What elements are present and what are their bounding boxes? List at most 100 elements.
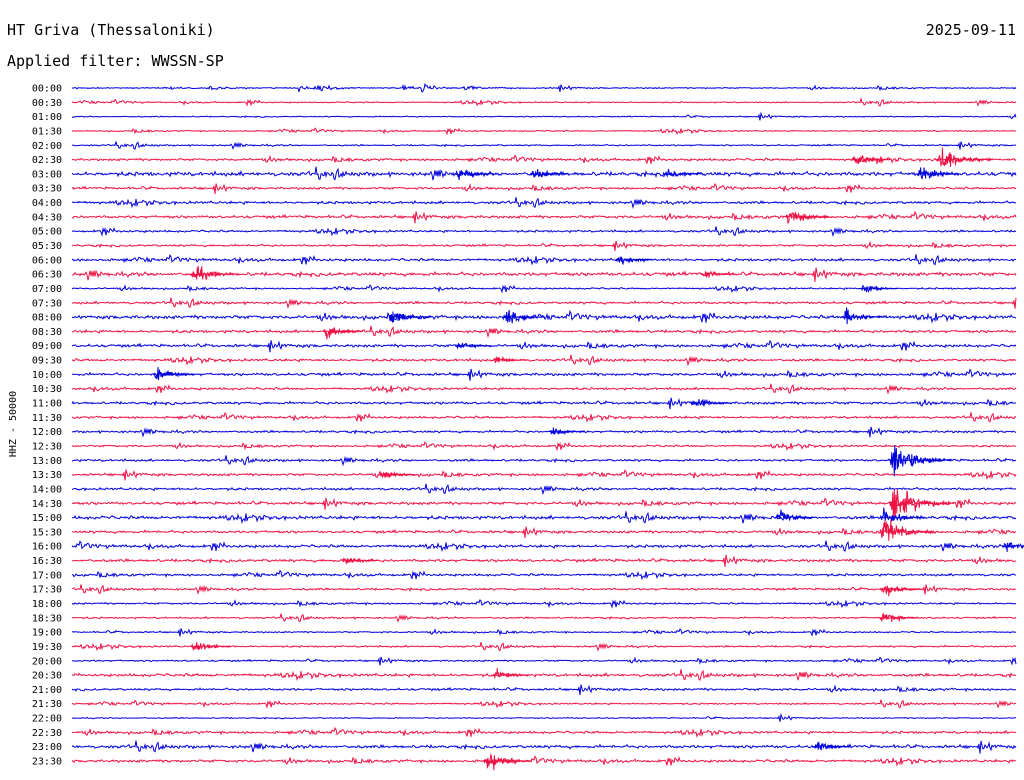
trace-1800 <box>71 598 1017 609</box>
trace-1630 <box>71 554 1017 567</box>
event-burst <box>492 355 529 364</box>
trace-2200 <box>71 712 1017 722</box>
trace-2030 <box>71 669 1017 682</box>
event-burst <box>501 309 544 324</box>
trace-1000 <box>71 368 1017 381</box>
trace-1100 <box>71 397 1017 410</box>
trace-1330 <box>71 469 1017 481</box>
trace-1430 <box>71 497 1017 510</box>
time-tick-label: 17:30 <box>32 585 62 596</box>
time-tick-label: 19:30 <box>32 642 62 653</box>
trace-1600 <box>71 540 1017 553</box>
trace-0630 <box>71 267 1017 282</box>
event-burst <box>1002 542 1024 552</box>
time-tick-label: 09:00 <box>32 341 62 352</box>
trace-0700 <box>71 284 1017 294</box>
trace-2330 <box>71 755 1017 767</box>
trace-1230 <box>71 441 1017 452</box>
event-burst <box>879 585 922 597</box>
trace-0830 <box>71 325 1017 339</box>
time-tick-labels: 00:00 00:30 01:00 01:30 02:00 02:30 03:00 03:30… <box>32 84 62 768</box>
event-burst <box>879 520 935 541</box>
time-tick-label: 23:30 <box>32 757 62 768</box>
time-tick-label: 01:30 <box>32 126 62 137</box>
time-tick-label: 06:00 <box>32 255 62 266</box>
trace-0600 <box>71 254 1017 266</box>
time-tick-label: 16:30 <box>32 556 62 567</box>
time-tick-label: 15:00 <box>32 513 62 524</box>
date-label: 2025-09-11 <box>926 21 1016 39</box>
time-tick-label: 08:00 <box>32 313 62 324</box>
seismic-events <box>152 147 1024 771</box>
trace-0930 <box>71 354 1017 367</box>
event-burst <box>492 668 530 680</box>
event-burst <box>775 509 816 521</box>
time-tick-label: 13:30 <box>32 470 62 481</box>
trace-0400 <box>71 197 1017 210</box>
seismic-traces <box>71 82 1017 767</box>
time-tick-label: 00:30 <box>32 98 62 109</box>
event-burst <box>615 256 654 266</box>
event-burst <box>662 168 702 178</box>
trace-0430 <box>71 210 1017 224</box>
time-tick-label: 02:30 <box>32 155 62 166</box>
event-burst <box>879 613 919 623</box>
event-burst <box>889 489 955 519</box>
event-burst <box>388 311 431 323</box>
event-burst <box>190 265 236 281</box>
trace-0030 <box>71 97 1017 107</box>
event-burst <box>530 169 569 178</box>
time-tick-label: 17:00 <box>32 570 62 581</box>
time-tick-label: 03:30 <box>32 184 62 195</box>
event-burst <box>455 169 495 181</box>
time-tick-label: 05:00 <box>32 227 62 238</box>
time-tick-label: 21:00 <box>32 685 62 696</box>
time-tick-label: 06:30 <box>32 270 62 281</box>
time-tick-label: 18:30 <box>32 613 62 624</box>
y-axis-label: HHZ - 50000 <box>8 391 19 457</box>
time-tick-label: 00:00 <box>32 84 62 95</box>
trace-1400 <box>71 483 1017 496</box>
event-burst <box>690 398 732 407</box>
trace-0530 <box>71 240 1017 251</box>
time-tick-label: 11:30 <box>32 413 62 424</box>
time-tick-label: 14:30 <box>32 499 62 510</box>
time-tick-label: 20:00 <box>32 656 62 667</box>
trace-0200 <box>71 141 1017 150</box>
time-tick-label: 22:00 <box>32 714 62 725</box>
time-tick-label: 12:00 <box>32 427 62 438</box>
station-title: HT Griva (Thessaloniki) <box>7 21 215 39</box>
event-burst <box>879 507 925 522</box>
time-tick-label: 23:00 <box>32 742 62 753</box>
trace-0230 <box>71 154 1017 165</box>
trace-1300 <box>71 455 1017 467</box>
trace-1830 <box>71 613 1017 623</box>
time-tick-label: 04:30 <box>32 212 62 223</box>
trace-1500 <box>72 511 1017 524</box>
time-tick-label: 07:00 <box>32 284 62 295</box>
event-burst <box>888 445 952 477</box>
time-tick-label: 13:00 <box>32 456 62 467</box>
time-tick-label: 10:30 <box>32 384 62 395</box>
time-tick-label: 08:30 <box>32 327 62 338</box>
trace-1200 <box>72 426 1017 438</box>
event-burst <box>813 741 850 751</box>
trace-2100 <box>71 684 1017 696</box>
event-burst <box>936 147 992 168</box>
time-tick-label: 02:00 <box>32 141 62 152</box>
event-burst <box>549 427 585 436</box>
trace-0100 <box>71 111 1017 121</box>
event-burst <box>152 367 195 381</box>
time-tick-label: 16:00 <box>32 542 62 553</box>
trace-0500 <box>71 226 1017 238</box>
trace-1900 <box>71 628 1017 637</box>
event-burst <box>917 167 960 180</box>
time-tick-label: 20:30 <box>32 671 62 682</box>
trace-1700 <box>71 569 1017 581</box>
event-burst <box>379 471 416 479</box>
time-tick-label: 18:00 <box>32 599 62 610</box>
trace-0130 <box>71 127 1017 136</box>
trace-2130 <box>71 699 1017 709</box>
filter-label: Applied filter: WWSSN-SP <box>7 52 224 70</box>
time-tick-label: 04:00 <box>32 198 62 209</box>
